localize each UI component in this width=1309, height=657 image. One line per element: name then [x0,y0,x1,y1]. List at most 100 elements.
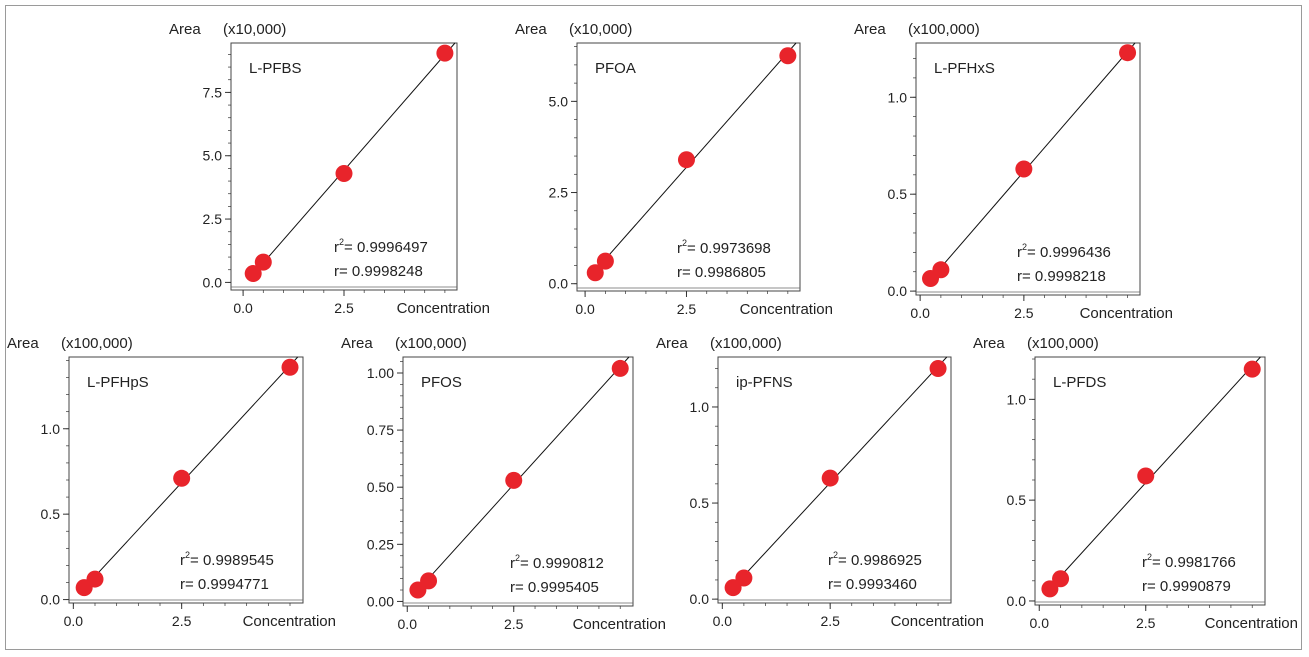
y-tick-label: 0.5 [690,495,710,511]
x-axis-label: Concentration [573,616,666,633]
compound-name: L-PFBS [249,60,302,77]
plot-area [402,356,634,607]
y-tick-label: 1.0 [1007,391,1027,407]
data-point [1015,160,1033,178]
y-tick-label: 0.0 [1007,593,1027,609]
y-tick-label: 0.5 [1007,492,1027,508]
regression-line [925,42,1136,285]
data-point [420,572,438,590]
x-tick-label: 2.5 [677,301,697,317]
y-tick-label: 2.5 [549,185,569,201]
y-tick-label: 0.0 [549,276,569,292]
y-axis-unit: (x100,000) [395,335,467,352]
y-tick-label: 5.0 [203,148,223,164]
y-tick-label: 0.5 [888,186,908,202]
x-tick-label: 0.0 [713,613,733,629]
data-point [505,471,523,489]
x-tick-label: 2.5 [1014,305,1034,321]
y-axis-unit: (x100,000) [1027,335,1099,352]
x-tick-label: 0.0 [575,301,595,317]
data-point [1137,467,1155,485]
y-tick-label: 1.0 [888,89,908,105]
plot-area [915,42,1141,296]
regression-line [413,356,630,596]
data-point [821,469,839,487]
x-axis-label: Concentration [1080,305,1173,322]
compound-name: ip-PFNS [736,374,793,391]
chart-panel-l-pfbs: 0.0 2.5 5.0 7.5 0.0 2.5 Area (x10,000) Concentra… [169,21,490,317]
r-squared-text: r2= 0.9989545 [180,550,274,569]
y-tick-label: 0.50 [367,479,394,495]
y-axis-unit: (x100,000) [908,21,980,38]
r-squared-text: r2= 0.9981766 [1142,552,1236,571]
data-point [779,47,797,65]
y-axis-label: Area [656,335,688,352]
x-axis-label: Concentration [891,613,984,630]
y-tick-label: 1.0 [690,399,710,415]
x-tick-label: 0.0 [910,305,930,321]
data-point [173,469,191,487]
y-tick-label: 0.0 [690,591,710,607]
plot-area [576,42,801,292]
r-text: r= 0.9990879 [1142,578,1231,595]
r-text: r= 0.9986805 [677,264,766,281]
r-text: r= 0.9994771 [180,576,269,593]
y-axis-label: Area [341,335,373,352]
data-point [735,569,753,587]
x-tick-label: 0.0 [233,300,253,316]
data-point [929,360,947,378]
y-tick-label: 0.5 [41,506,61,522]
chart-panel-ip-pfns: 0.0 0.5 1.0 0.0 2.5 Area (x100,000) Concentrati… [656,335,984,630]
x-tick-label: 2.5 [820,613,840,629]
chart-panel-l-pfhxs: 0.0 0.5 1.0 0.0 2.5 Area (x100,000) Concentrati… [854,21,1173,322]
data-point [1041,580,1059,598]
y-tick-label: 2.5 [203,211,223,227]
y-tick-label: 0.00 [367,593,394,609]
data-point [244,265,262,283]
y-tick-label: 0.0 [41,592,61,608]
data-point [335,164,353,182]
x-tick-label: 2.5 [334,300,354,316]
r-text: r= 0.9998218 [1017,268,1106,285]
compound-name: L-PFHpS [87,374,149,391]
y-tick-label: 0.25 [367,536,394,552]
x-axis-label: Concentration [243,613,336,630]
y-axis-unit: (x10,000) [223,21,286,38]
y-tick-label: 5.0 [549,93,569,109]
y-tick-label: 0.0 [888,283,908,299]
chart-panel-pfos: 0.00 0.25 0.50 0.75 1.00 0.0 2.5 Area (x100,000)… [341,335,666,633]
x-axis-label: Concentration [1205,615,1298,632]
regression-line [248,42,456,280]
data-point [86,570,104,588]
r-squared-text: r2= 0.9973698 [677,238,771,257]
r-squared-text: r2= 0.9996497 [334,237,428,256]
data-point [596,252,614,270]
data-point [1052,570,1070,588]
data-point [677,151,695,169]
r-squared-text: r2= 0.9996436 [1017,242,1111,261]
y-tick-label: 7.5 [203,84,223,100]
chart-panel-l-pfds: 0.0 0.5 1.0 0.0 2.5 Area (x100,000) Concentrati… [973,335,1298,632]
compound-name: PFOS [421,374,462,391]
compound-name: L-PFDS [1053,374,1106,391]
y-tick-label: 0.75 [367,422,394,438]
figure-frame [5,5,1302,650]
chart-panel-l-pfhps: 0.0 0.5 1.0 0.0 2.5 Area (x100,000) Concentrati… [7,335,336,630]
y-axis-unit: (x100,000) [710,335,782,352]
y-axis-label: Area [973,335,1005,352]
r-squared-text: r2= 0.9986925 [828,550,922,569]
r-text: r= 0.9995405 [510,579,599,596]
plot-area [717,356,952,604]
y-axis-label: Area [854,21,886,38]
y-tick-label: 1.0 [41,421,61,437]
data-point [436,44,454,62]
x-tick-label: 2.5 [172,613,192,629]
data-point [1119,44,1137,62]
x-axis-label: Concentration [397,300,490,317]
y-axis-unit: (x10,000) [569,21,632,38]
x-tick-label: 0.0 [64,613,84,629]
data-point [611,359,629,377]
compound-name: PFOA [595,60,636,77]
x-tick-label: 2.5 [504,616,524,632]
